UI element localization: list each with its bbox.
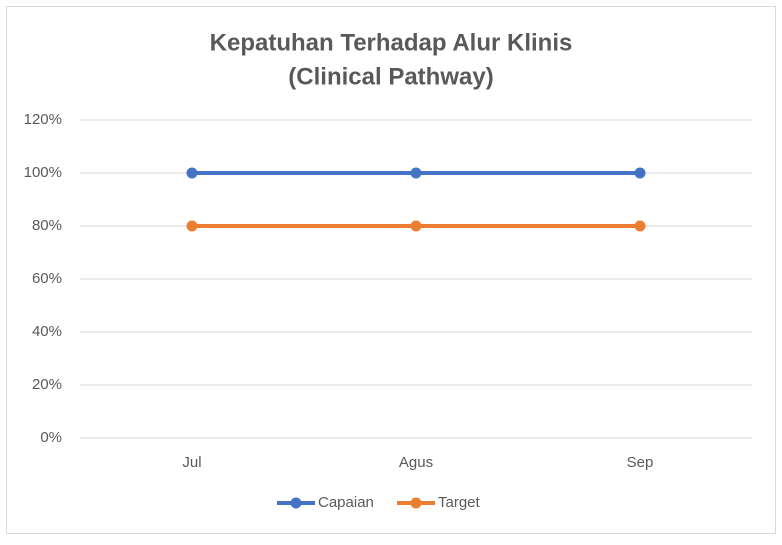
chart-title: Kepatuhan Terhadap Alur Klinis [210,29,573,56]
x-tick-label: Agus [399,454,433,471]
y-tick-label: 100% [24,164,62,181]
legend-label: Target [438,494,481,511]
chart-title: (Clinical Pathway) [288,63,493,90]
data-point [186,167,198,179]
y-tick-label: 120% [24,111,62,128]
y-tick-label: 40% [32,323,62,340]
x-tick-label: Jul [182,454,201,471]
y-tick-label: 20% [32,376,62,393]
chart-border [6,6,776,534]
y-tick-label: 0% [40,429,62,446]
y-tick-label: 80% [32,217,62,234]
data-point [410,220,422,232]
legend-marker [290,497,302,509]
data-point [634,167,646,179]
y-tick-label: 60% [32,270,62,287]
legend-label: Capaian [318,494,374,511]
x-tick-label: Sep [627,454,654,471]
legend-marker [410,497,422,509]
data-point [186,220,198,232]
data-point [634,220,646,232]
data-point [410,167,422,179]
